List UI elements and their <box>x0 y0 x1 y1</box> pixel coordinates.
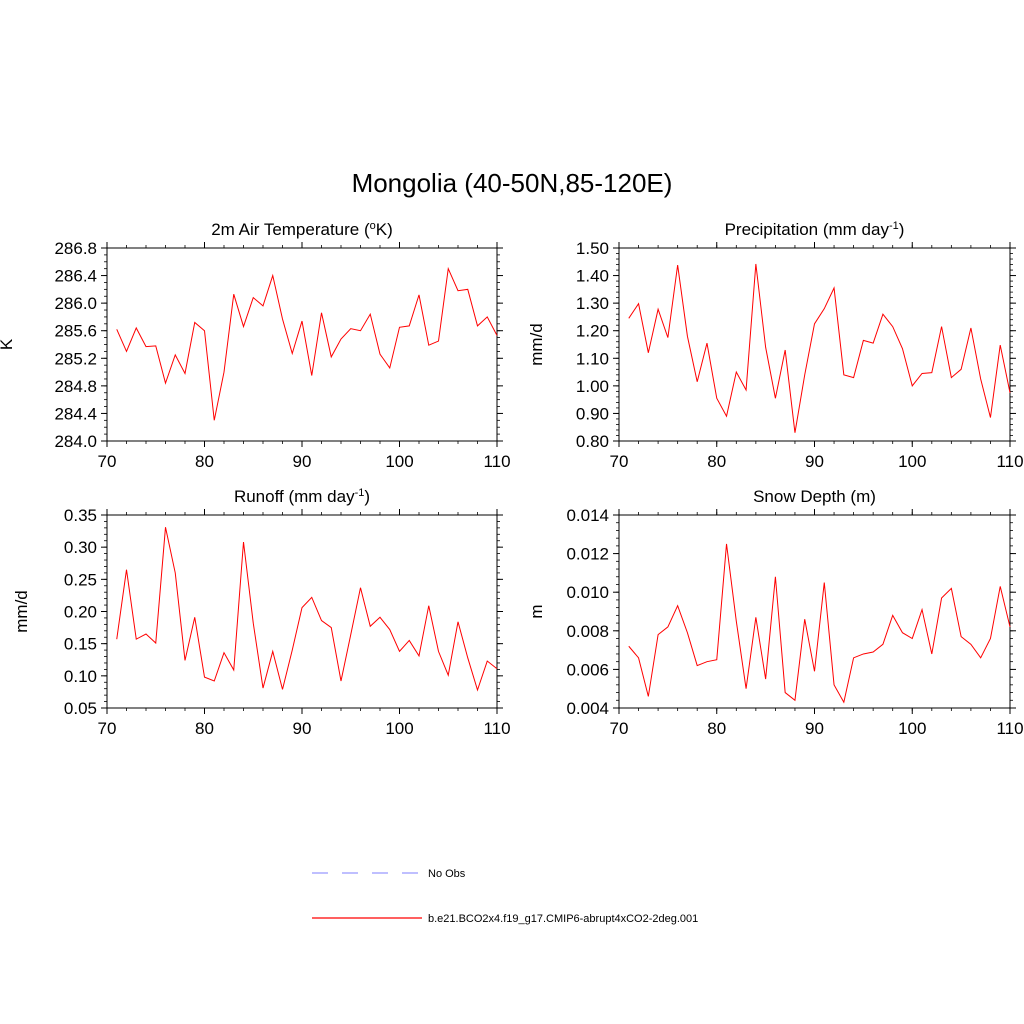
y-tick-label: 0.80 <box>576 432 609 451</box>
y-tick-label: 1.10 <box>576 349 609 368</box>
x-tick-label: 70 <box>98 719 117 738</box>
x-tick-label: 80 <box>195 452 214 471</box>
y-tick-label: 0.004 <box>566 699 609 718</box>
x-tick-label: 100 <box>385 719 413 738</box>
y-axis-label: mm/d <box>12 590 31 633</box>
y-tick-label: 0.35 <box>64 506 97 525</box>
x-tick-label: 100 <box>898 452 926 471</box>
x-tick-label: 80 <box>707 719 726 738</box>
panel-title: Precipitation (mm day-1) <box>725 220 905 239</box>
plot-frame <box>106 514 498 709</box>
y-tick-label: 0.25 <box>64 570 97 589</box>
panel-title: 2m Air Temperature (oK) <box>211 220 393 239</box>
panel-4: Snow Depth (m) m 0.004 0.006 0.008 0.010 0.012… <box>527 487 1024 738</box>
x-tick-label: 100 <box>898 719 926 738</box>
y-tick-label: 0.010 <box>566 583 609 602</box>
y-tick-label: 285.6 <box>54 322 97 341</box>
panel-3: Runoff (mm day-1) mm/d 0.05 0.10 0.15 0.20 0.2… <box>12 487 511 738</box>
y-tick-label: 0.008 <box>566 622 609 641</box>
y-tick-label: 1.20 <box>576 322 609 341</box>
y-tick-label: 284.0 <box>54 432 97 451</box>
y-axis-label: mm/d <box>527 323 546 366</box>
panel-1: 2m Air Temperature (oK) K 284.0 284.4 284.8 2… <box>0 220 511 471</box>
y-tick-label: 0.15 <box>64 635 97 654</box>
x-tick-label: 110 <box>996 719 1023 738</box>
y-tick-label: 286.0 <box>54 294 97 313</box>
y-tick-label: 0.90 <box>576 404 609 423</box>
figure-title: Mongolia (40-50N,85-120E) <box>352 168 673 198</box>
y-tick-label: 0.05 <box>64 699 97 718</box>
legend: No Obs b.e21.BCO2x4.f19_g17.CMIP6-abrupt… <box>312 868 698 925</box>
y-tick-label: 0.20 <box>64 603 97 622</box>
x-tick-label: 90 <box>805 452 824 471</box>
x-tick-label: 110 <box>483 452 510 471</box>
y-tick-label: 1.40 <box>576 267 609 286</box>
y-tick-label: 1.00 <box>576 377 609 396</box>
plot-frame <box>106 247 498 442</box>
x-tick-label: 90 <box>293 452 312 471</box>
x-tick-label: 70 <box>98 452 117 471</box>
y-tick-label: 1.30 <box>576 294 609 313</box>
y-tick-label: 0.30 <box>64 538 97 557</box>
y-tick-label: 286.4 <box>54 267 97 286</box>
x-tick-label: 110 <box>483 719 510 738</box>
y-axis-label: K <box>0 338 16 350</box>
series-line <box>116 527 498 692</box>
x-tick-label: 80 <box>195 719 214 738</box>
y-tick-label: 0.006 <box>566 660 609 679</box>
panel-title: Snow Depth (m) <box>753 487 876 506</box>
series-line <box>628 263 1011 433</box>
panel-title: Runoff (mm day-1) <box>234 487 370 506</box>
plot-frame <box>618 514 1011 709</box>
legend-model-label: b.e21.BCO2x4.f19_g17.CMIP6-abrupt4xCO2-2… <box>428 913 698 925</box>
x-tick-label: 90 <box>293 719 312 738</box>
y-tick-label: 0.014 <box>566 506 609 525</box>
y-tick-label: 0.10 <box>64 667 97 686</box>
y-tick-label: 286.8 <box>54 239 97 258</box>
x-tick-label: 70 <box>610 452 629 471</box>
y-tick-label: 284.4 <box>54 404 97 423</box>
plot-frame <box>618 247 1011 442</box>
y-tick-label: 1.50 <box>576 239 609 258</box>
series-line <box>628 543 1011 704</box>
x-tick-label: 110 <box>996 452 1023 471</box>
y-tick-label: 285.2 <box>54 349 97 368</box>
x-tick-label: 80 <box>707 452 726 471</box>
y-tick-label: 0.012 <box>566 545 609 564</box>
x-tick-label: 100 <box>385 452 413 471</box>
panels-group: 2m Air Temperature (oK) K 284.0 284.4 284.8 2… <box>0 220 1024 738</box>
x-tick-label: 90 <box>805 719 824 738</box>
legend-obs-label: No Obs <box>428 868 466 880</box>
y-axis-label: m <box>527 604 546 618</box>
y-tick-label: 284.8 <box>54 377 97 396</box>
panel-2: Precipitation (mm day-1) mm/d 0.80 0.90 1.00… <box>527 220 1024 471</box>
series-line <box>116 266 498 421</box>
x-tick-label: 70 <box>610 719 629 738</box>
